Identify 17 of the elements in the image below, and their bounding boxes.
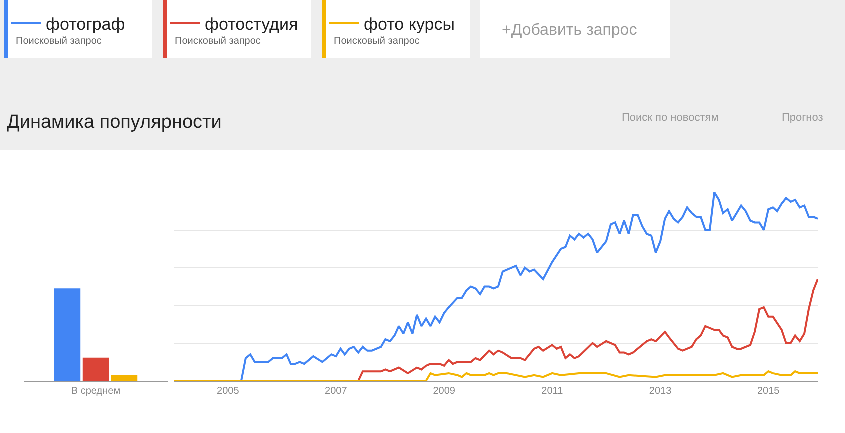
x-tick-label: 2005 [217,386,240,397]
x-tick-label: 2013 [649,386,672,397]
text: +Добавить запрос [502,22,638,39]
x-tick-label: 2009 [433,386,456,397]
x-tick-label: В среднем [71,386,121,397]
x-tick-label: 2015 [757,386,780,397]
text: Поисковый запрос [16,36,102,47]
x-tick-label: 2007 [325,386,348,397]
text: Прогноз [782,112,824,124]
x-tick-label: 2011 [542,386,564,397]
legend-label: фото курсы [364,15,455,34]
text: Поиск по новостям [622,112,719,124]
chart-title: Динамика популярности [7,112,222,133]
text: Поисковый запрос [334,36,420,47]
text: Поисковый запрос [175,36,261,47]
legend-label: фотостудия [205,15,298,34]
legend-label: фотограф [46,15,126,34]
